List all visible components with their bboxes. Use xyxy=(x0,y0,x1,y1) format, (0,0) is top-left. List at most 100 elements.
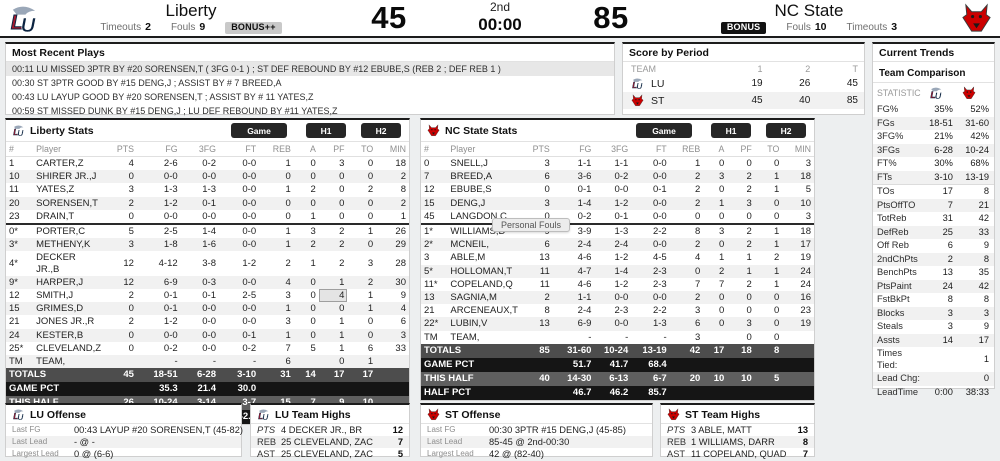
summary-label: GAME PCT xyxy=(9,383,60,395)
cell-fg: 4-7 xyxy=(577,265,592,277)
cell-a xyxy=(294,382,319,396)
cell-fg: 0-0 xyxy=(163,171,178,183)
cell-ft: 0-0 xyxy=(652,210,667,222)
cell-pf: 0 xyxy=(339,171,345,183)
away-stat-value: 9 xyxy=(983,240,989,250)
comparison-row: Times Tied: 1 xyxy=(873,347,994,372)
away-stat-value: 10-24 xyxy=(965,144,989,155)
cell-fg: 2-6 xyxy=(163,158,178,169)
cell-reb: 2 xyxy=(694,292,701,304)
comparison-row: FstBkPt 8 8 xyxy=(873,293,994,307)
cell-to: 1 xyxy=(774,226,780,238)
team-high-row: REB 1 WILLIAMS, DARR 8 xyxy=(661,436,814,449)
cell-pts: 6 xyxy=(544,171,550,183)
current-trends-panel: Current Trends Team Comparison STATISTIC… xyxy=(872,42,995,397)
away-stat-value: 21 xyxy=(978,199,989,210)
away-bonus-badge: BONUS xyxy=(720,21,767,34)
cell-ft: 2-5 xyxy=(242,290,257,302)
cell-ft: 85.7 xyxy=(648,386,667,398)
game-filter-button[interactable]: Game xyxy=(636,123,692,138)
cell-reb: 0 xyxy=(694,210,701,222)
away-team-name: NC State xyxy=(774,1,844,21)
player-number: 24 xyxy=(9,329,20,341)
cell-reb: 1 xyxy=(694,158,701,169)
period2-score: 40 xyxy=(799,95,811,106)
cell-pts: 11 xyxy=(539,265,550,277)
cell-to: 0 xyxy=(774,158,780,169)
player-name: SNELL,J xyxy=(450,158,488,169)
home-stat-value: 14 xyxy=(942,334,953,345)
stat-label: Off Reb xyxy=(877,240,909,250)
cell-a: 5 xyxy=(310,342,316,354)
cell-pf xyxy=(727,386,754,400)
home-team-highs-panel: LU Team Highs PTS 4 DECKER JR., BR 12 RE… xyxy=(250,403,410,459)
cell-reb: 3 xyxy=(694,305,701,317)
cell-a: 1 xyxy=(310,210,316,222)
cell-a: 0 xyxy=(310,329,316,341)
score-by-period-row: LU 19 26 45 xyxy=(623,75,864,92)
cell-to: 6 xyxy=(367,342,374,354)
period2-score: 26 xyxy=(799,78,811,89)
cell-reb: 20 xyxy=(689,372,701,384)
team-comparison-title: Team Comparison xyxy=(873,62,994,83)
home-offense-title: LU Offense xyxy=(6,405,241,424)
game-filter-button[interactable]: Game xyxy=(231,123,287,138)
h2-filter-button[interactable]: H2 xyxy=(766,123,806,138)
cell-a xyxy=(294,355,319,368)
cell-to: 1 xyxy=(774,278,780,290)
cell-3fg: 2-4 xyxy=(614,239,629,251)
stat-label: Assts xyxy=(877,334,900,345)
cell-3fg: 1-3 xyxy=(614,226,629,238)
col-statistic: STATISTIC xyxy=(877,88,921,98)
cell-reb xyxy=(670,358,704,372)
current-trends-title: Current Trends xyxy=(873,44,994,62)
cell-3fg: 1-1 xyxy=(614,158,629,169)
home-stat-value: 8 xyxy=(947,294,953,304)
cell-pf: 3 xyxy=(339,158,345,169)
cell-ft: 0-2 xyxy=(242,342,257,354)
cell-a: 0 xyxy=(310,276,316,288)
cell-3fg: 0-1 xyxy=(202,290,216,302)
cell-ft: 0-0 xyxy=(652,158,667,169)
player-row: 11* COPELAND,Q 11 4-6 1-2 2-3 7 7 2 1 24 xyxy=(421,278,814,291)
home-stat-value: 24 xyxy=(942,280,953,291)
h1-filter-button[interactable]: H1 xyxy=(711,123,751,138)
col-period2: 2 xyxy=(805,64,811,74)
cell-3fg: 0-1 xyxy=(202,197,216,209)
stat-label: DefReb xyxy=(877,226,909,237)
cell-to: 0 xyxy=(774,210,780,222)
player-number: 9* xyxy=(9,276,18,288)
h1-filter-button[interactable]: H1 xyxy=(306,123,346,138)
high-value: 7 xyxy=(802,449,808,460)
h2-filter-button[interactable]: H2 xyxy=(361,123,401,138)
play-row: 00:59 ST MISSED DUNK BY #15 DENG,J ; LU … xyxy=(12,106,338,116)
player-name: YATES,Z xyxy=(36,184,75,196)
stat-label: FTs xyxy=(877,171,892,182)
score-by-period-row: ST 45 40 85 xyxy=(623,92,864,109)
score-by-period-panel: Score by Period TEAM 1 2 T LU 19 26 45 S… xyxy=(622,42,865,115)
cell-reb: 6 xyxy=(694,318,701,330)
player-number: 15 xyxy=(9,303,20,315)
home-team-highs-title: LU Team Highs xyxy=(251,405,409,424)
player-name: DECKER JR.,B xyxy=(36,252,76,275)
play-row: 00:43 LU LAYUP GOOD BY #20 SORENSEN,T ; … xyxy=(12,92,314,102)
player-name: GRIMES,D xyxy=(36,303,84,315)
cell-ft: 3-10 xyxy=(237,369,257,381)
team-comparison-header: STATISTIC xyxy=(873,83,994,103)
cell-min: 28 xyxy=(395,258,406,270)
home-stat-value: 2 xyxy=(947,253,953,264)
player-row: 1 CARTER,Z 4 2-6 0-2 0-0 1 0 3 0 18 xyxy=(6,157,409,171)
cell-min xyxy=(782,386,814,400)
cell-a: 0 xyxy=(719,305,725,317)
cell-min xyxy=(376,355,409,368)
stat-label: Times Tied: xyxy=(877,348,902,370)
cell-fg: 0-0 xyxy=(163,210,178,222)
offense-row: Last Lead - @ - xyxy=(6,436,241,449)
cell-a: 17 xyxy=(713,344,725,356)
cell-fg: 1-1 xyxy=(577,292,592,304)
period1-score: 45 xyxy=(751,95,763,106)
cell-3fg: 0-2 xyxy=(202,158,216,169)
player-number: 2* xyxy=(424,239,433,251)
cell-3fg: 0-3 xyxy=(202,276,216,288)
home-stat-value: 21% xyxy=(934,131,953,141)
